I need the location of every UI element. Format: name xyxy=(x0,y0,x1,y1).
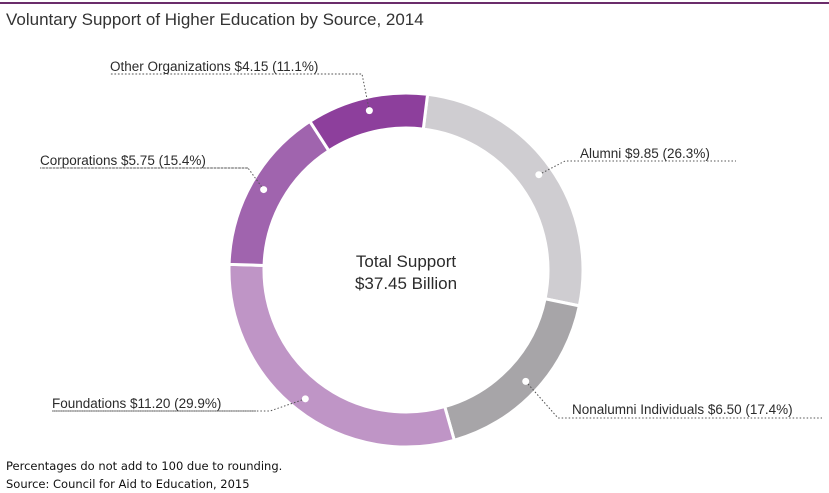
leader-line-nonalumni-individuals xyxy=(525,381,822,419)
leader-dot-foundations xyxy=(301,395,309,403)
slice-label-nonalumni-individuals: Nonalumni Individuals $6.50 (17.4%) xyxy=(572,402,793,417)
title-rule xyxy=(0,2,829,4)
slice-corporations xyxy=(227,119,331,268)
leader-dot-nonalumni-individuals xyxy=(522,377,530,385)
leader-dot-other-organizations xyxy=(365,107,373,115)
source-note: Source: Council for Aid to Education, 20… xyxy=(6,477,250,491)
leader-line-foundations xyxy=(52,398,306,412)
center-label-total: $37.45 Billion xyxy=(355,274,457,293)
center-label-title: Total Support xyxy=(356,252,456,271)
slice-nonalumni-individuals xyxy=(442,296,582,443)
slice-label-alumni: Alumni $9.85 (26.3%) xyxy=(580,146,710,161)
slice-other-organizations xyxy=(307,91,430,153)
leader-dot-alumni xyxy=(535,171,543,179)
leader-line-alumni xyxy=(538,160,736,176)
rounding-note: Percentages do not add to 100 due to rou… xyxy=(6,459,283,473)
leader-dot-corporations xyxy=(260,186,268,194)
slice-label-corporations: Corporations $5.75 (15.4%) xyxy=(40,153,206,168)
slice-label-other-organizations: Other Organizations $4.15 (11.1%) xyxy=(110,59,318,74)
chart-title: Voluntary Support of Higher Education by… xyxy=(6,10,424,29)
leader-line-other-organizations xyxy=(110,73,370,111)
slice-label-foundations: Foundations $11.20 (29.9%) xyxy=(52,396,221,411)
leader-line-corporations xyxy=(40,167,265,190)
